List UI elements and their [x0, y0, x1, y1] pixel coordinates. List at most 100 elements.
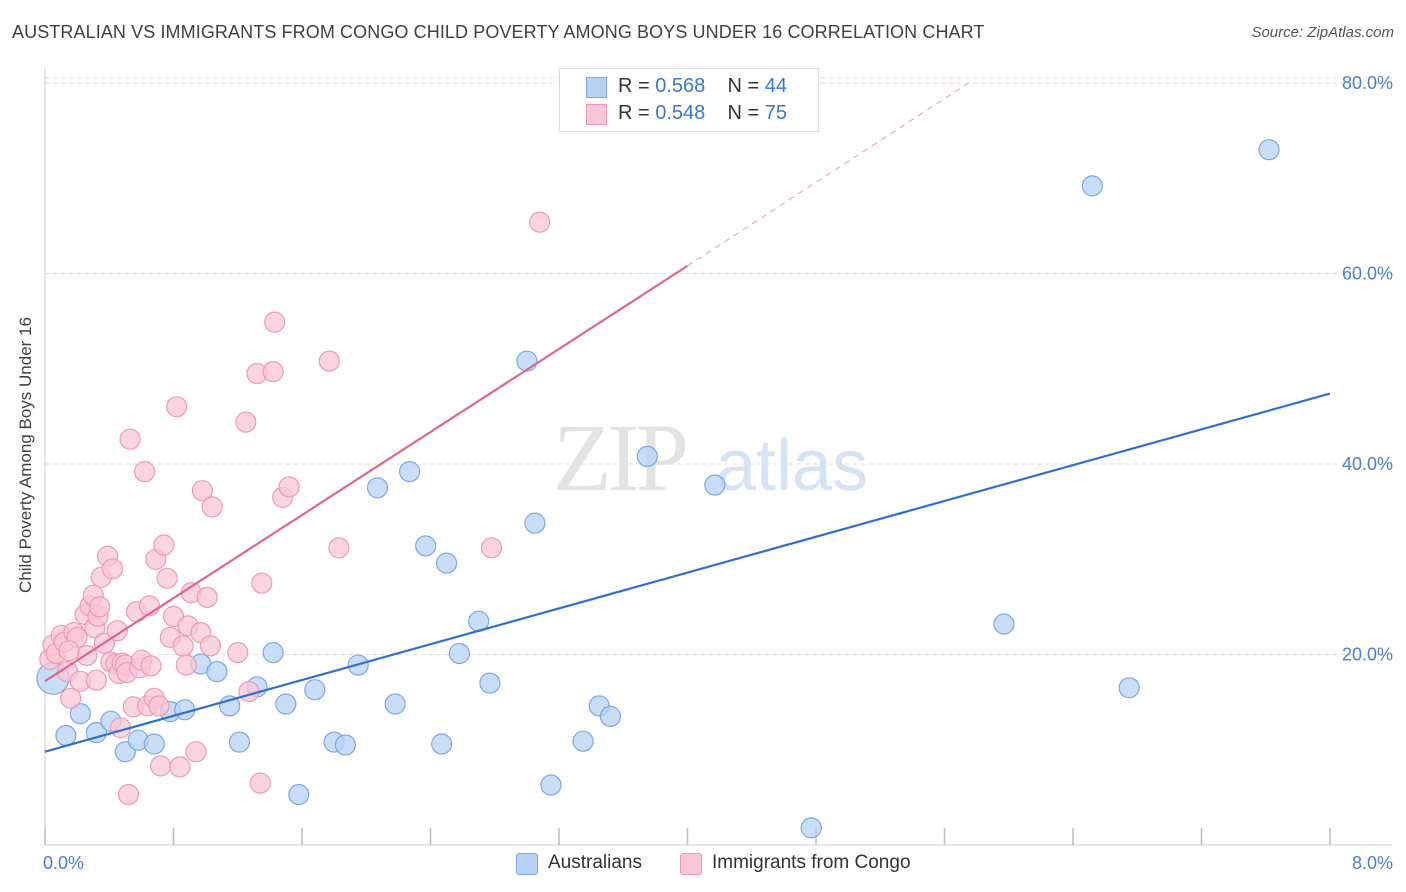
- axes: [44, 68, 1392, 846]
- data-point-australians: [304, 679, 326, 701]
- data-point-congo: [150, 755, 172, 777]
- data-point-congo: [117, 783, 140, 806]
- data-point-australians: [399, 461, 421, 483]
- data-point-australians: [448, 642, 470, 665]
- data-point-congo: [148, 695, 170, 717]
- data-point-australians: [479, 672, 501, 694]
- data-point-australians: [704, 474, 726, 496]
- data-point-congo: [119, 428, 141, 450]
- tick-labels: 20.0% 40.0% 60.0% 80.0% 0.0% 8.0%: [43, 73, 1393, 873]
- data-point-australians: [1258, 139, 1280, 161]
- data-point-congo: [480, 537, 503, 559]
- data-point-australians: [516, 350, 538, 372]
- bottom-legend-label-australians: Australians: [548, 852, 642, 873]
- watermark-zip: ZIP: [553, 404, 686, 511]
- data-point-australians: [143, 733, 165, 755]
- data-point-congo: [166, 396, 188, 418]
- data-point-australians: [415, 535, 437, 557]
- legend-n-value: 75: [764, 102, 788, 124]
- legend-r-value: 0.568: [655, 75, 706, 97]
- data-point-congo: [60, 687, 82, 709]
- data-point-australians: [206, 660, 228, 683]
- data-point-australians: [431, 733, 453, 755]
- data-point-congo: [264, 311, 286, 333]
- data-point-congo: [140, 655, 162, 677]
- data-point-congo: [169, 756, 191, 778]
- x-tick-label: 8.0%: [1352, 853, 1393, 873]
- data-point-australians: [366, 477, 389, 499]
- legend-n-label: N =: [727, 102, 760, 124]
- trend-line-australians: [44, 392, 1331, 753]
- data-point-congo: [196, 586, 218, 609]
- data-point-congo: [134, 461, 156, 483]
- trend-line-congo: [44, 264, 689, 683]
- source-label: Source: ZipAtlas.com: [1251, 24, 1394, 41]
- legend-n-label: N =: [727, 75, 760, 97]
- trend-line-congo-extension: [687, 82, 969, 267]
- legend-r-label: R =: [618, 75, 650, 97]
- data-point-congo: [185, 741, 207, 763]
- data-point-australians: [599, 705, 622, 728]
- data-point-congo: [201, 496, 223, 518]
- watermark-atlas: atlas: [716, 426, 868, 506]
- data-point-congo: [101, 558, 124, 580]
- data-point-australians: [228, 731, 250, 753]
- data-point-australians: [275, 693, 297, 715]
- legend-r-label: R =: [618, 102, 650, 124]
- data-point-congo: [318, 350, 340, 372]
- data-point-congo: [529, 211, 551, 233]
- data-point-congo: [249, 772, 271, 794]
- data-point-congo: [262, 361, 284, 383]
- bottom-legend-label-congo: Immigrants from Congo: [712, 852, 911, 873]
- data-point-congo: [153, 534, 175, 556]
- data-point-congo: [251, 572, 273, 594]
- data-point-congo: [175, 654, 197, 676]
- trend-lines: [44, 82, 1331, 753]
- data-point-australians: [288, 783, 310, 806]
- series-australians: [36, 139, 1280, 839]
- data-point-australians: [384, 693, 406, 715]
- data-point-congo: [191, 480, 213, 502]
- series-congo: [39, 211, 551, 806]
- data-point-congo: [88, 596, 111, 618]
- y-tick-label: 80.0%: [1342, 73, 1393, 93]
- bottom-legend-swatch-australians: [516, 853, 538, 875]
- data-point-congo: [172, 635, 194, 657]
- legend-text-australians: R = 0.568 N = 44: [618, 75, 787, 98]
- correlation-legend: R = 0.568 N = 44 R = 0.548 N = 75: [559, 68, 819, 132]
- legend-swatch-australians: [586, 77, 607, 98]
- data-point-australians: [262, 641, 284, 664]
- data-point-australians: [1081, 175, 1103, 197]
- data-point-congo: [328, 537, 350, 559]
- y-tick-label: 40.0%: [1342, 454, 1393, 474]
- chart-title: AUSTRALIAN VS IMMIGRANTS FROM CONGO CHIL…: [12, 22, 985, 42]
- data-point-australians: [636, 445, 658, 467]
- data-point-congo: [85, 669, 108, 691]
- legend-text-congo: R = 0.548 N = 75: [618, 102, 787, 125]
- data-point-congo: [235, 411, 257, 433]
- legend-n-value: 44: [764, 75, 788, 97]
- data-point-australians: [55, 724, 77, 747]
- grid-lines: [45, 77, 1392, 655]
- data-point-australians: [334, 734, 356, 756]
- data-point-australians: [572, 730, 594, 752]
- data-point-australians: [436, 552, 458, 574]
- legend-r-value: 0.548: [655, 102, 706, 124]
- data-point-congo: [106, 620, 128, 642]
- data-point-congo: [58, 640, 80, 662]
- legend-swatch-congo: [586, 104, 607, 125]
- data-point-australians: [1118, 677, 1140, 699]
- bottom-legend-swatch-congo: [680, 853, 702, 875]
- data-point-congo: [238, 680, 260, 703]
- x-tick-label: 0.0%: [43, 853, 84, 873]
- data-point-congo: [199, 635, 221, 657]
- y-tick-label: 20.0%: [1342, 645, 1393, 665]
- data-point-congo: [278, 476, 300, 498]
- data-point-australians: [69, 702, 91, 725]
- data-point-australians: [524, 512, 546, 534]
- watermark: ZIP atlas: [553, 404, 868, 511]
- y-tick-label: 60.0%: [1342, 264, 1393, 284]
- data-point-australians: [540, 774, 562, 796]
- data-point-australians: [993, 613, 1015, 635]
